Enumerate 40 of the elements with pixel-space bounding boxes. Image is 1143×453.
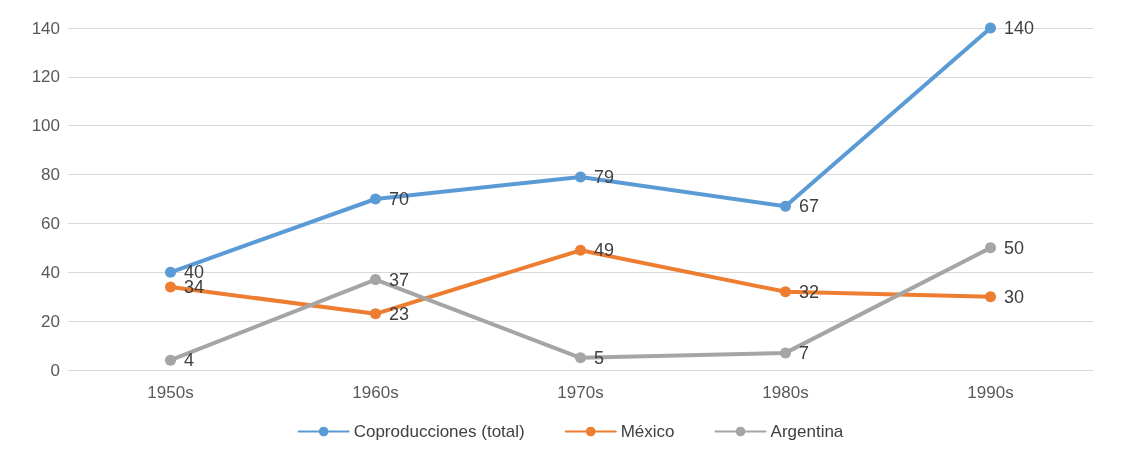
point: [575, 171, 586, 183]
y-tick-label: 20: [41, 311, 60, 331]
y-tick-label: 140: [31, 18, 60, 38]
data-label: 37: [389, 269, 410, 290]
data-label: 23: [389, 303, 410, 324]
data-label: 67: [799, 196, 820, 217]
y-tick-label: 80: [41, 165, 60, 185]
y-tick-label: 120: [31, 67, 60, 87]
y-tick-label: 0: [50, 360, 60, 380]
legend-label: Coproducciones (total): [353, 422, 525, 441]
data-label: 5: [594, 347, 605, 368]
point: [370, 193, 381, 205]
point: [985, 22, 996, 34]
data-label: 50: [1004, 237, 1025, 258]
x-tick-label: 1960s: [352, 383, 399, 402]
point: [165, 266, 176, 278]
point: [575, 352, 586, 364]
data-label: 4: [184, 350, 195, 371]
x-tick-label: 1990s: [967, 383, 1014, 402]
legend-label: Argentina: [770, 422, 844, 441]
point: [985, 242, 996, 254]
data-label: 30: [1004, 286, 1025, 307]
point: [370, 274, 381, 286]
point: [370, 308, 381, 320]
data-label: 7: [799, 342, 810, 363]
x-tick-label: 1950s: [147, 383, 194, 402]
y-tick-label: 40: [41, 262, 60, 282]
point: [165, 281, 176, 293]
y-tick-label: 60: [41, 213, 60, 233]
x-tick-label: 1970s: [557, 383, 604, 402]
point: [165, 354, 176, 366]
point: [985, 291, 996, 303]
y-tick-label: 100: [31, 116, 60, 136]
point: [780, 286, 791, 298]
point: [575, 244, 586, 256]
x-tick-label: 1980s: [762, 383, 809, 402]
legend-label: México: [620, 422, 675, 441]
data-label: 140: [1004, 18, 1035, 38]
point: [780, 347, 791, 359]
point: [780, 200, 791, 212]
